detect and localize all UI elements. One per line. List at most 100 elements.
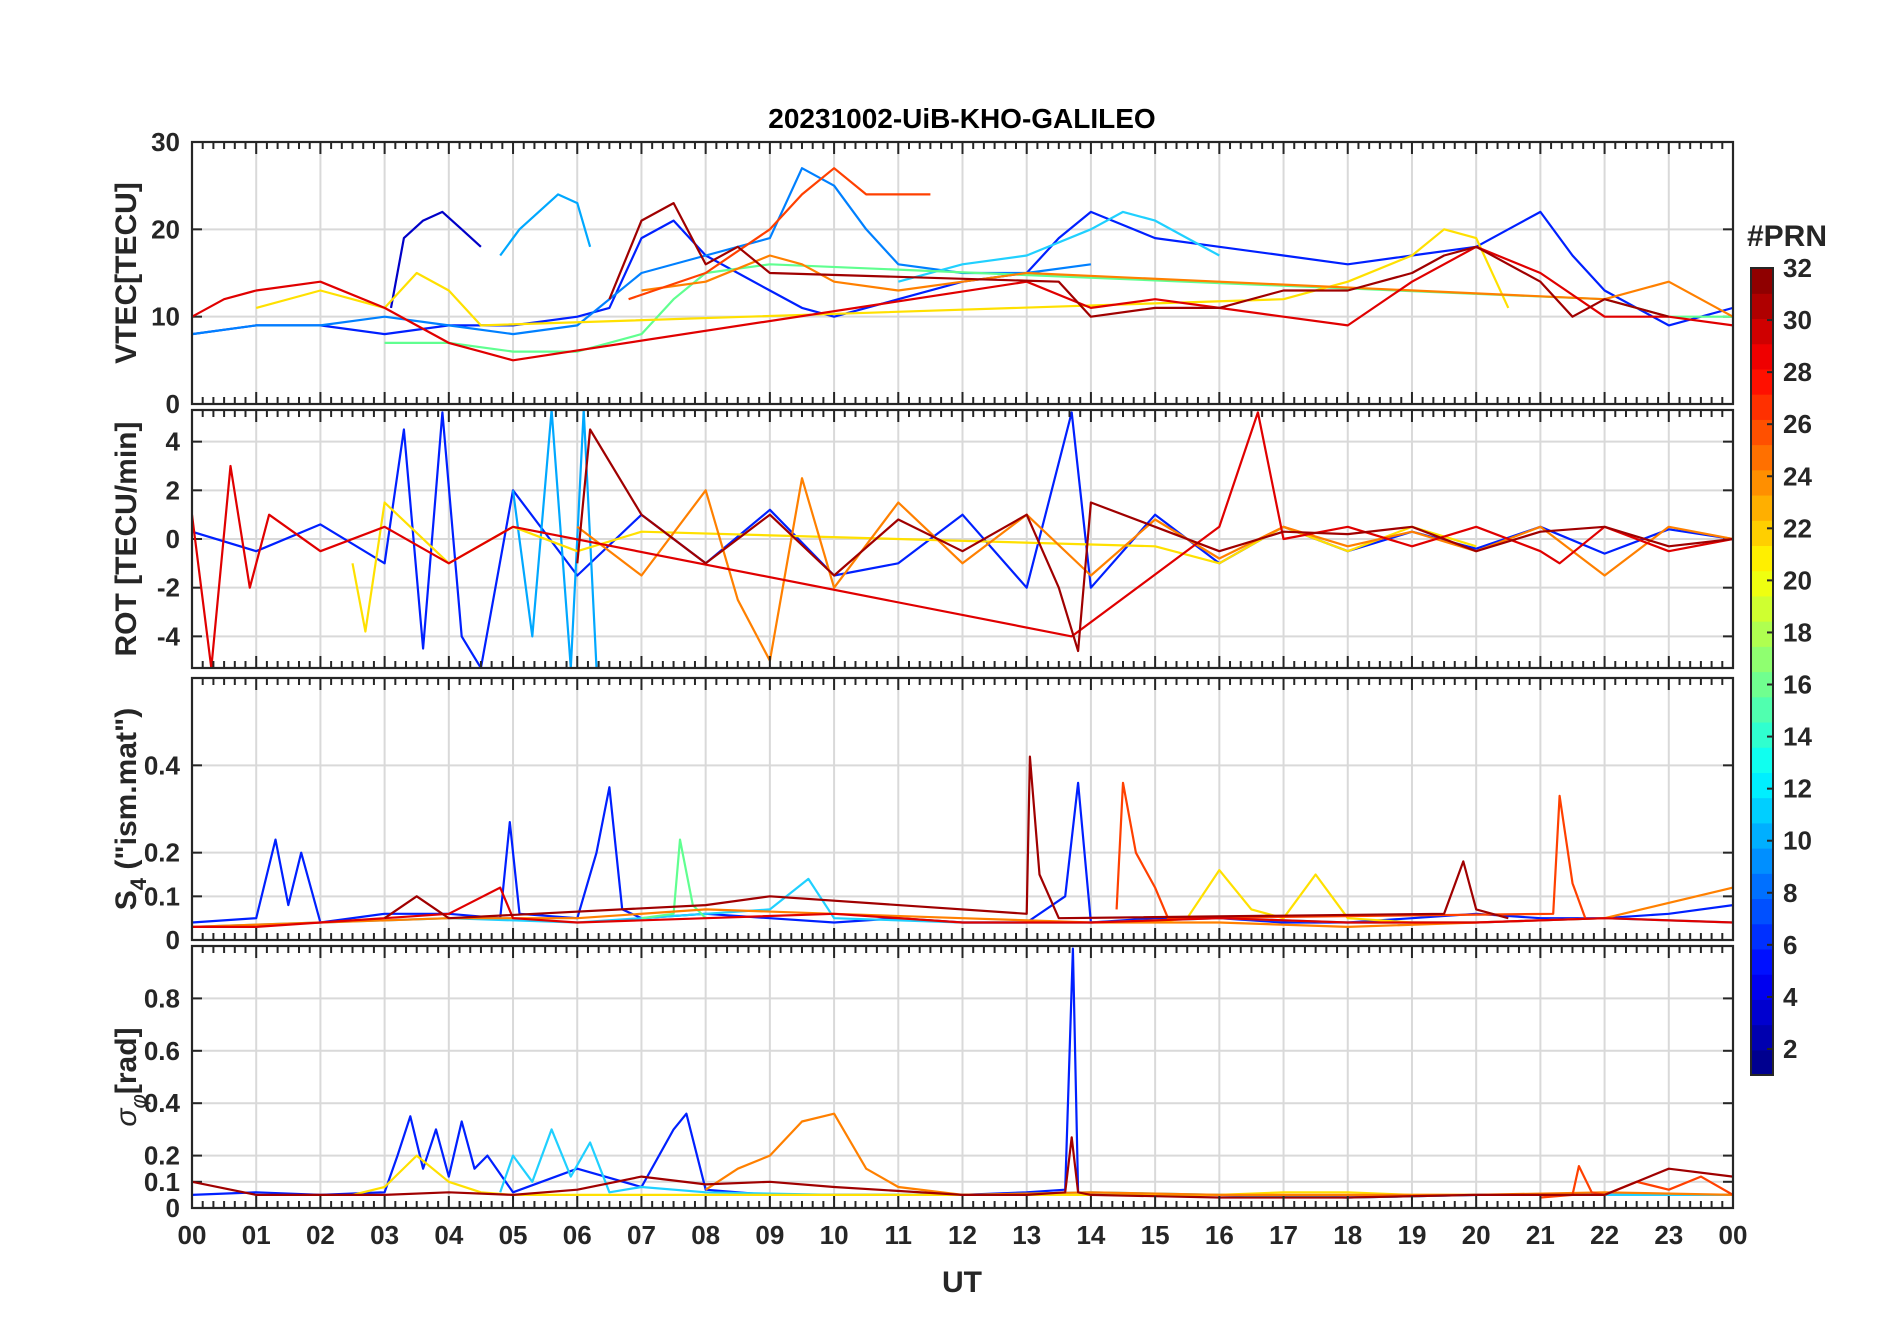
colorbar-segment bbox=[1751, 671, 1773, 698]
colorbar-segment bbox=[1751, 797, 1773, 824]
colorbar-segment bbox=[1751, 848, 1773, 874]
x-tick-label: 23 bbox=[1654, 1220, 1683, 1250]
series-prn-26 bbox=[628, 167, 931, 301]
x-tick-label: 04 bbox=[434, 1220, 463, 1250]
colorbar-segment bbox=[1751, 368, 1773, 395]
colorbar-tick-label: 32 bbox=[1783, 253, 1812, 283]
y-tick-label: -4 bbox=[157, 621, 181, 651]
colorbar-segment bbox=[1751, 747, 1773, 773]
x-tick-label: 14 bbox=[1076, 1220, 1105, 1250]
x-tick-label: 16 bbox=[1205, 1220, 1234, 1250]
colorbar-segment bbox=[1751, 772, 1773, 799]
x-tick-label: 08 bbox=[691, 1220, 720, 1250]
x-tick-label: 12 bbox=[948, 1220, 977, 1250]
colorbar-tick-label: 24 bbox=[1783, 461, 1812, 491]
colorbar-segment bbox=[1751, 293, 1773, 320]
colorbar-segment bbox=[1751, 595, 1773, 622]
x-tick-label: 01 bbox=[242, 1220, 271, 1250]
y-tick-label: 0 bbox=[166, 389, 180, 419]
colorbar-tick-label: 14 bbox=[1783, 722, 1812, 752]
series-prn-10 bbox=[499, 193, 592, 257]
y-tick-label: 0.2 bbox=[144, 1141, 180, 1171]
series-prn-20 bbox=[1154, 868, 1477, 924]
panel-frame bbox=[190, 140, 1735, 406]
x-tick-label: 22 bbox=[1590, 1220, 1619, 1250]
series-prn-10 bbox=[511, 410, 598, 668]
series-prn-2 bbox=[389, 210, 482, 309]
series-prn-24 bbox=[641, 254, 1733, 318]
x-tick-label: 05 bbox=[499, 1220, 528, 1250]
colorbar-segment bbox=[1751, 419, 1773, 446]
colorbar-frame bbox=[1750, 267, 1774, 1076]
x-tick-label: 00 bbox=[178, 1220, 207, 1250]
series-prn-20 bbox=[255, 228, 1510, 327]
series-prn-28 bbox=[192, 245, 1733, 362]
colorbar-segment bbox=[1751, 520, 1773, 547]
y-tick-label: 0.2 bbox=[144, 838, 180, 868]
y-tick-label: 0.1 bbox=[144, 1167, 180, 1197]
x-tick-label: 00 bbox=[1719, 1220, 1748, 1250]
colorbar-tick-label: 12 bbox=[1783, 774, 1812, 804]
y-axis-label: σφ[rad] bbox=[110, 1027, 151, 1126]
y-tick-label: 0.6 bbox=[144, 1036, 180, 1066]
colorbar-segment bbox=[1751, 469, 1773, 496]
panel-1: 0 10 20 30 VTEC[TECU] bbox=[110, 127, 1735, 419]
x-tick-label: 02 bbox=[306, 1220, 335, 1250]
panel-frame bbox=[190, 676, 1735, 942]
x-tick-label: 15 bbox=[1141, 1220, 1170, 1250]
x-tick-label: 11 bbox=[885, 1220, 913, 1250]
y-axis-label: VTEC[TECU] bbox=[110, 182, 143, 364]
x-tick-label: 10 bbox=[820, 1220, 849, 1250]
chart-title: 20231002-UiB-KHO-GALILEO bbox=[768, 103, 1155, 134]
y-tick-label: 0.4 bbox=[144, 750, 181, 780]
y-tick-label: 2 bbox=[166, 475, 180, 505]
colorbar-segment bbox=[1751, 696, 1773, 723]
x-tick-label: 13 bbox=[1012, 1220, 1041, 1250]
panel-2: -4 -2 0 2 4 ROT [TECU/min] bbox=[110, 408, 1735, 670]
colorbar-segment bbox=[1751, 898, 1773, 925]
series-prn-8 bbox=[192, 167, 1092, 336]
series-prn-31 bbox=[608, 202, 1670, 318]
colorbar-tick-label: 16 bbox=[1783, 670, 1812, 700]
colorbar-tick-label: 4 bbox=[1783, 982, 1798, 1012]
y-tick-label: -2 bbox=[157, 573, 180, 603]
y-axis-label: ROT [TECU/min] bbox=[110, 422, 143, 657]
colorbar-segment bbox=[1751, 1049, 1773, 1076]
colorbar-segment bbox=[1751, 999, 1773, 1026]
colorbar-segment bbox=[1751, 646, 1773, 673]
colorbar-tick-label: 2 bbox=[1783, 1034, 1797, 1064]
colorbar-segment bbox=[1751, 721, 1773, 748]
colorbar-segment bbox=[1751, 923, 1773, 950]
colorbar-segment bbox=[1751, 822, 1773, 849]
y-tick-label: 4 bbox=[166, 427, 181, 457]
y-axis-label: S4 ("ism.mat") bbox=[110, 708, 151, 910]
series-prn-31 bbox=[192, 1136, 1733, 1199]
x-tick-label: 09 bbox=[755, 1220, 784, 1250]
colorbar-segment bbox=[1751, 394, 1773, 420]
colorbar-tick-label: 28 bbox=[1783, 357, 1812, 387]
colorbar-segment bbox=[1751, 343, 1773, 370]
panel-4: 00.10.2 0.4 0.6 0.8 σφ[rad] bbox=[110, 944, 1735, 1223]
x-tick-label: 20 bbox=[1462, 1220, 1491, 1250]
x-tick-label: 06 bbox=[563, 1220, 592, 1250]
y-tick-label: 0 bbox=[166, 1193, 180, 1223]
series-prn-20 bbox=[351, 501, 1477, 633]
colorbar-segment bbox=[1751, 1024, 1773, 1051]
y-tick-label: 10 bbox=[151, 302, 180, 332]
series-prn-28 bbox=[192, 411, 1733, 668]
colorbar-segment bbox=[1751, 948, 1773, 975]
colorbar-segment bbox=[1751, 268, 1773, 294]
colorbar-segment bbox=[1751, 494, 1773, 521]
y-tick-label: 0.1 bbox=[144, 881, 180, 911]
colorbar-tick-label: 26 bbox=[1783, 409, 1812, 439]
series-prn-24 bbox=[576, 477, 1733, 662]
series-prn-12 bbox=[499, 1128, 1733, 1199]
x-tick-label: 19 bbox=[1397, 1220, 1426, 1250]
x-tick-label: 21 bbox=[1526, 1220, 1555, 1250]
colorbar-tick-label: 6 bbox=[1783, 930, 1797, 960]
series-prn-12 bbox=[898, 210, 1220, 283]
panel-frame bbox=[190, 944, 1735, 1210]
y-tick-label: 0.4 bbox=[144, 1088, 181, 1118]
